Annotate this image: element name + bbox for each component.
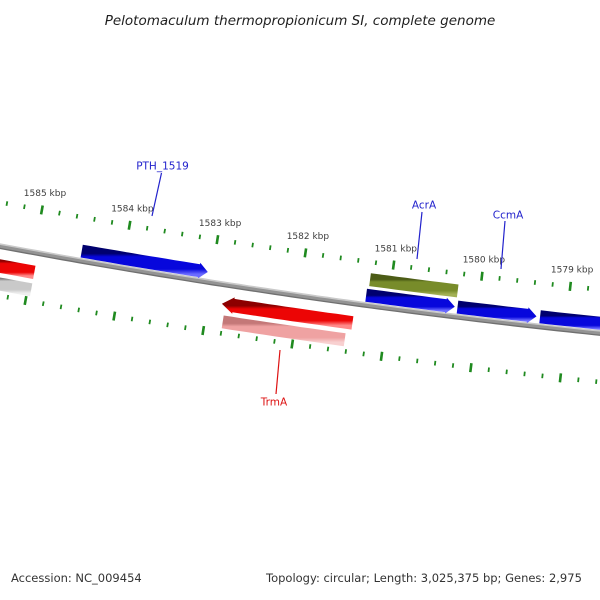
scale-tick — [237, 333, 240, 339]
status-topology: Topology: circular; Length: 3,025,375 bp… — [266, 571, 582, 585]
gene-arrow[interactable] — [456, 300, 537, 324]
scale-tick — [166, 322, 169, 328]
scale-tick — [308, 344, 312, 349]
scale-tick — [469, 363, 473, 373]
scale-tick — [110, 219, 114, 225]
scale-tick — [219, 330, 223, 336]
scale-tick — [433, 360, 437, 366]
scale-tick — [523, 371, 526, 377]
scale-tick — [326, 346, 330, 352]
gene-arrow[interactable] — [539, 310, 600, 331]
gene-label-PTH_1519[interactable]: PTH_1519 — [136, 161, 189, 173]
scale-tick — [451, 363, 455, 368]
callout-line-AcrA — [416, 211, 423, 260]
gene-arrow-TrmA[interactable] — [221, 297, 354, 330]
scale-tick — [77, 307, 80, 313]
genome-title: Pelotomaculum thermopropionicum SI, comp… — [104, 13, 496, 29]
scale-label: 1583 kbp — [199, 219, 242, 229]
scale-tick — [374, 260, 378, 266]
scale-tick — [398, 356, 401, 362]
scale-tick — [23, 204, 26, 210]
scale-tick — [568, 281, 573, 292]
scale-tick — [163, 228, 166, 234]
scale-tick — [184, 325, 187, 331]
scale-tick — [95, 310, 98, 316]
scale-tick — [269, 245, 272, 251]
scale-tick — [198, 234, 202, 240]
genome-backbone — [0, 243, 600, 336]
scale-tick — [127, 220, 132, 230]
scale-tick — [93, 216, 96, 222]
scale-label: 1580 kbp — [463, 255, 506, 265]
gene-label-CcmA[interactable]: CcmA — [493, 210, 524, 222]
scale-tick — [362, 351, 365, 357]
scale-tick — [303, 248, 308, 258]
scale-tick — [344, 349, 347, 354]
scale-tick — [541, 373, 544, 379]
gene-arrow[interactable] — [365, 288, 455, 314]
callout-line-PTH_1519 — [151, 172, 163, 217]
scale-tick — [75, 213, 79, 219]
scale-tick — [533, 280, 537, 285]
scale-tick — [145, 225, 149, 231]
scale-tick — [5, 201, 9, 206]
scale-tick — [286, 247, 290, 253]
scale-tick — [586, 285, 590, 291]
scale-tick — [480, 271, 484, 281]
scale-tick — [391, 260, 396, 270]
scale-tick — [59, 304, 63, 310]
callout-line-CcmA — [500, 220, 506, 270]
scale-tick — [339, 255, 342, 261]
scale-tick — [112, 311, 117, 321]
scale-label: 1579 kbp — [551, 266, 594, 276]
scale-tick — [577, 377, 580, 383]
scale-tick — [379, 351, 384, 361]
gene-arrow[interactable] — [221, 315, 346, 347]
scale-tick — [290, 339, 295, 349]
scale-tick — [201, 325, 206, 336]
scale-tick — [6, 294, 10, 300]
genome-backbone — [0, 243, 600, 332]
scale-tick — [416, 358, 419, 364]
scale-label: 1585 kbp — [24, 189, 67, 199]
scale-label: 1581 kbp — [375, 244, 418, 254]
scale-label: 1584 kbp — [111, 205, 154, 215]
scale-tick — [463, 271, 466, 277]
scale-tick — [181, 231, 184, 237]
scale-tick — [498, 276, 501, 281]
scale-tick — [255, 336, 258, 342]
scale-tick — [251, 242, 254, 248]
gene-arrow-PTH_1519[interactable] — [80, 244, 208, 279]
scale-tick — [215, 234, 220, 245]
scale-tick — [39, 205, 44, 215]
scale-tick — [487, 367, 490, 373]
scale-tick — [427, 267, 431, 273]
scale-tick — [516, 278, 519, 283]
gene-arrow-AcrA[interactable] — [369, 273, 459, 298]
scale-tick — [595, 379, 598, 384]
scale-tick — [148, 319, 152, 325]
scale-tick — [130, 316, 134, 322]
scale-tick — [505, 369, 508, 375]
scale-tick — [357, 257, 360, 263]
scale-tick — [410, 264, 413, 270]
genome-backbone — [0, 247, 600, 336]
scale-label: 1582 kbp — [287, 232, 330, 242]
gene-arrow[interactable] — [0, 273, 33, 297]
gene-arrow[interactable] — [0, 255, 36, 279]
scale-tick — [321, 252, 325, 258]
scale-tick — [551, 282, 554, 287]
scale-tick — [273, 338, 276, 344]
scale-tick — [233, 239, 237, 245]
scale-tick — [41, 301, 45, 307]
status-accession: Accession: NC_009454 — [11, 571, 142, 585]
callout-line-TrmA — [275, 349, 281, 395]
gene-label-AcrA[interactable]: AcrA — [412, 200, 437, 212]
scale-tick — [558, 373, 563, 383]
gene-label-TrmA[interactable]: TrmA — [260, 397, 288, 409]
scale-tick — [58, 210, 61, 216]
scale-tick — [23, 295, 28, 306]
scale-tick — [445, 269, 448, 275]
